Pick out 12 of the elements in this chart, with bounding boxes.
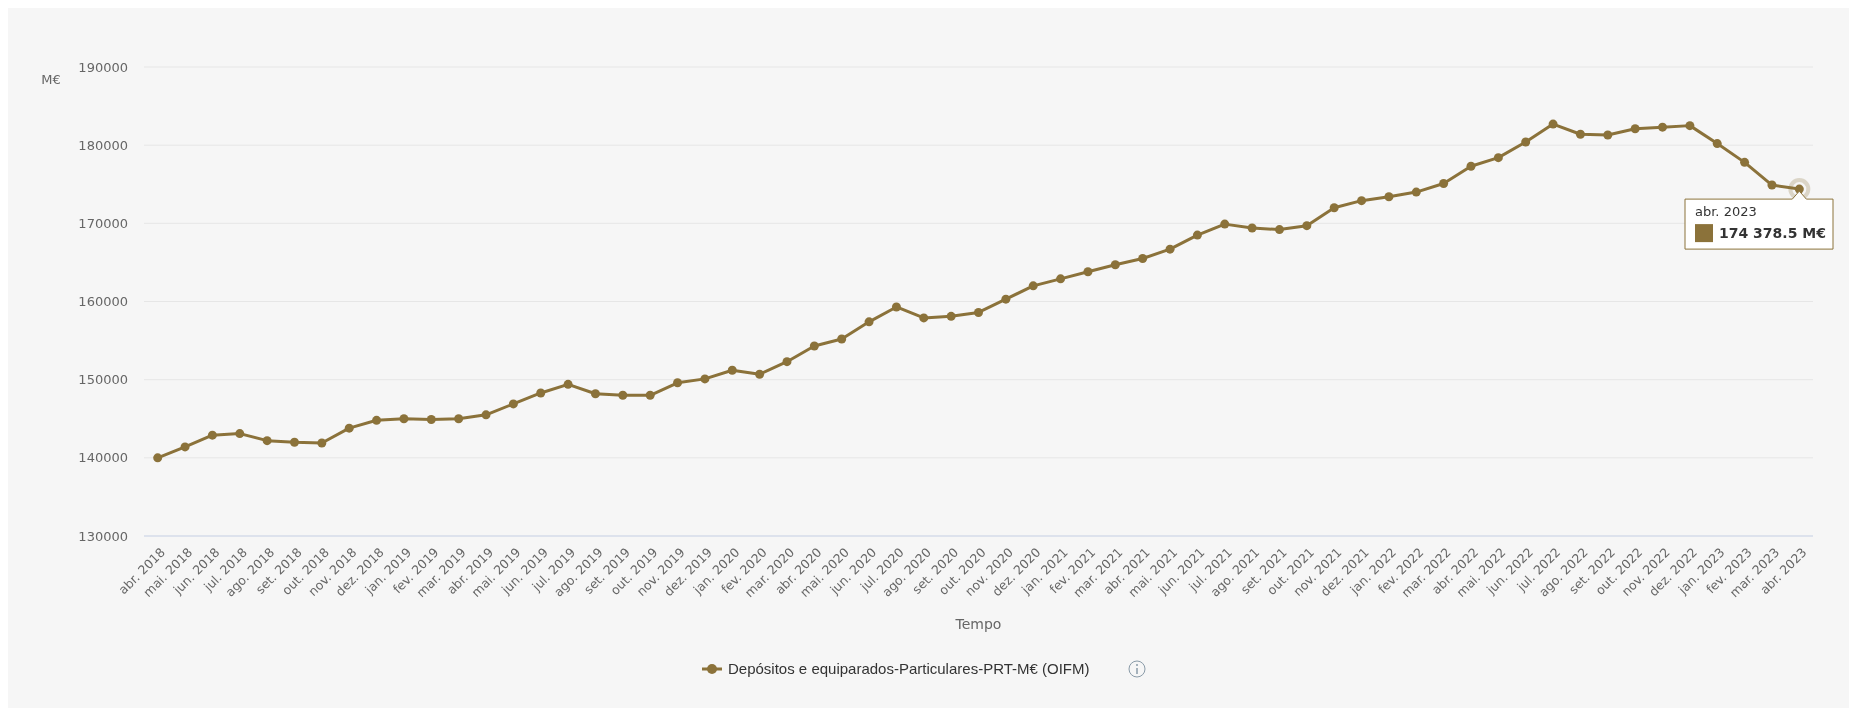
y-tick-label: 160000 <box>78 294 128 310</box>
y-tick-label: 130000 <box>78 528 128 544</box>
y-tick-label: 150000 <box>78 372 128 388</box>
annotation: 174 378.5 M€ <box>1719 225 1826 242</box>
y-tick-label: 140000 <box>78 450 128 466</box>
y-tick-label: 180000 <box>78 137 128 153</box>
y-tick-label: 190000 <box>78 59 128 75</box>
x-axis-title: Tempo <box>954 616 1002 632</box>
y-axis-title: M€ <box>41 72 61 87</box>
category-label: abr. 2023 <box>1695 204 1757 220</box>
legend-label: Depósitos e equiparados-Particulares-PRT-M€ (OIFM) <box>728 660 1090 678</box>
y-tick-label: 170000 <box>78 215 128 231</box>
